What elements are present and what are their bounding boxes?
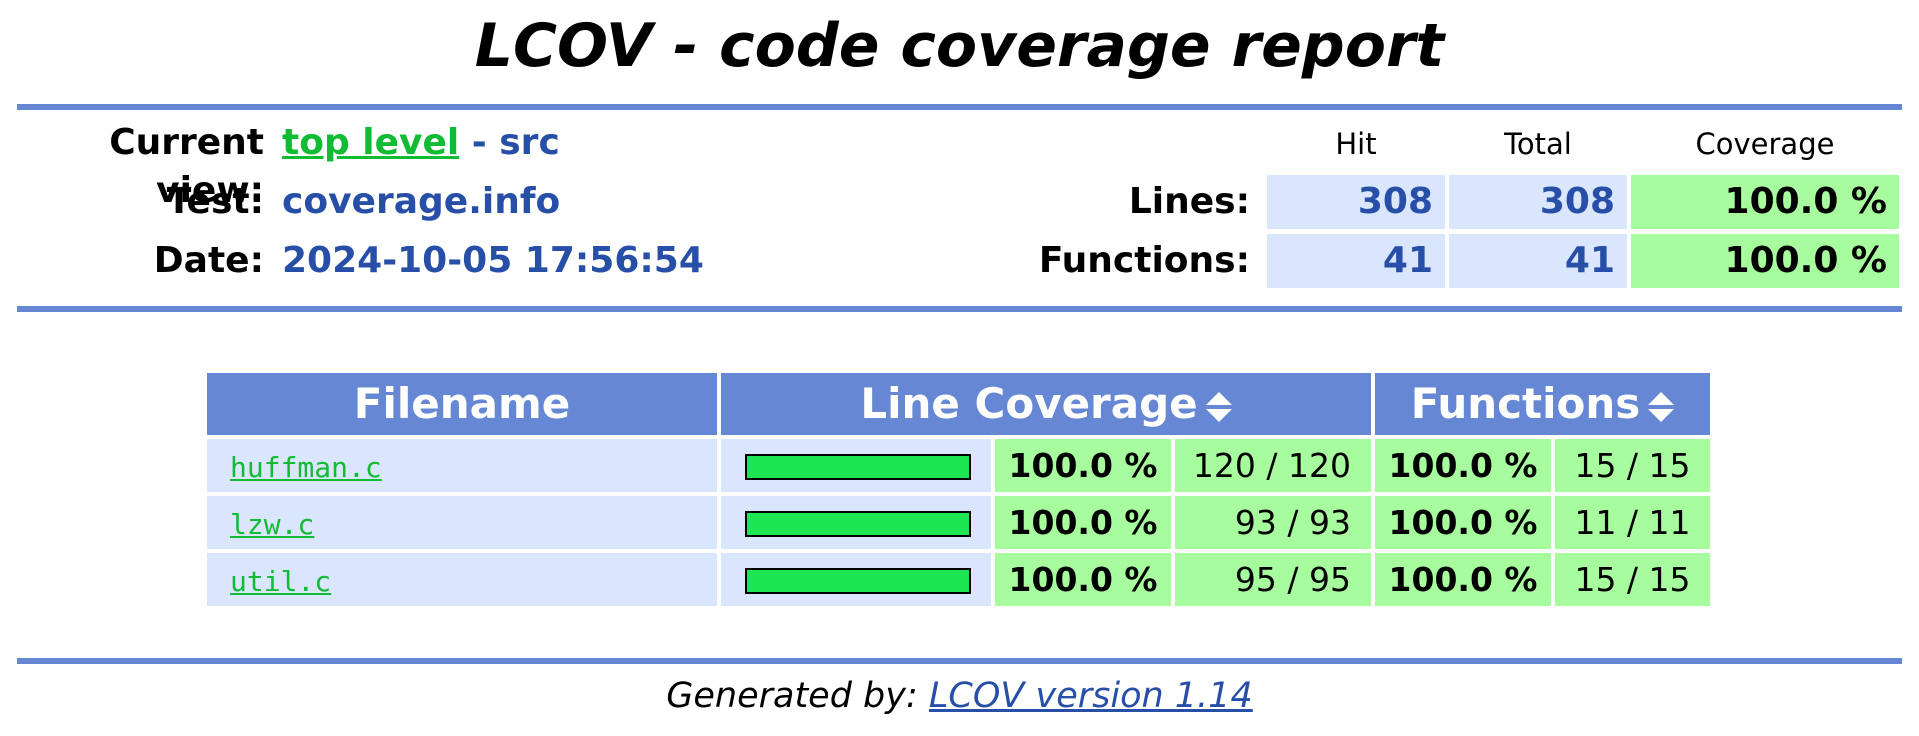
sort-icon[interactable]: [1205, 390, 1232, 424]
test-value: coverage.info: [282, 181, 561, 222]
lines-total: 308: [1449, 175, 1627, 229]
lines-hit: 308: [1267, 175, 1445, 229]
line-coverage-column-header[interactable]: Line Coverage: [721, 373, 1371, 435]
test-label: Test:: [166, 181, 264, 222]
function-coverage-count: 15 / 15: [1555, 553, 1710, 606]
line-coverage-percent: 100.0 %: [995, 439, 1171, 492]
sort-icon[interactable]: [1648, 390, 1675, 424]
footer-rule: [17, 658, 1902, 664]
coverage-column-header: Coverage: [1695, 127, 1835, 161]
table-row: huffman.c: [207, 439, 717, 492]
top-rule: [17, 104, 1902, 110]
table-row: util.c: [207, 553, 717, 606]
current-view-path: - src: [471, 122, 560, 163]
date-label: Date:: [153, 240, 264, 281]
line-coverage-header-label: Line Coverage: [860, 379, 1198, 428]
header-bottom-rule: [17, 306, 1902, 312]
table-row: lzw.c: [207, 496, 717, 549]
line-coverage-percent: 100.0 %: [995, 553, 1171, 606]
file-link[interactable]: util.c: [230, 565, 332, 598]
line-coverage-bar: [721, 553, 991, 606]
hit-column-header: Hit: [1335, 127, 1377, 161]
generated-by-label: Generated by:: [666, 676, 918, 716]
functions-column-header[interactable]: Functions: [1375, 373, 1710, 435]
functions-hit: 41: [1267, 234, 1445, 288]
function-coverage-percent: 100.0 %: [1375, 439, 1551, 492]
coverage-bar-fill: [745, 511, 971, 537]
function-coverage-count: 11 / 11: [1555, 496, 1710, 549]
function-coverage-percent: 100.0 %: [1375, 496, 1551, 549]
lcov-version-link[interactable]: LCOV version 1.14: [928, 676, 1253, 716]
function-coverage-count: 15 / 15: [1555, 439, 1710, 492]
functions-label: Functions:: [1038, 240, 1250, 281]
line-coverage-bar: [721, 496, 991, 549]
functions-total: 41: [1449, 234, 1627, 288]
file-link[interactable]: lzw.c: [230, 508, 315, 541]
file-link[interactable]: huffman.c: [230, 451, 382, 484]
lines-label: Lines:: [1128, 181, 1250, 222]
footer: Generated by: LCOV version 1.14: [0, 668, 1919, 724]
functions-coverage: 100.0 %: [1631, 234, 1899, 288]
page-title: LCOV - code coverage report: [474, 11, 1445, 81]
top-level-link[interactable]: top level: [282, 122, 460, 163]
date-value: 2024-10-05 17:56:54: [282, 240, 704, 281]
line-coverage-percent: 100.0 %: [995, 496, 1171, 549]
filename-column-header: Filename: [207, 373, 717, 435]
functions-header-label: Functions: [1410, 379, 1641, 428]
coverage-bar-fill: [745, 568, 971, 594]
coverage-bar-fill: [745, 454, 971, 480]
line-coverage-count: 120 / 120: [1175, 439, 1371, 492]
current-view-label: Current view:: [109, 122, 264, 211]
lines-coverage: 100.0 %: [1631, 175, 1899, 229]
line-coverage-bar: [721, 439, 991, 492]
total-column-header: Total: [1504, 127, 1572, 161]
line-coverage-count: 95 / 95: [1175, 553, 1371, 606]
function-coverage-percent: 100.0 %: [1375, 553, 1551, 606]
line-coverage-count: 93 / 93: [1175, 496, 1371, 549]
current-view-value: top level - src: [282, 119, 560, 167]
